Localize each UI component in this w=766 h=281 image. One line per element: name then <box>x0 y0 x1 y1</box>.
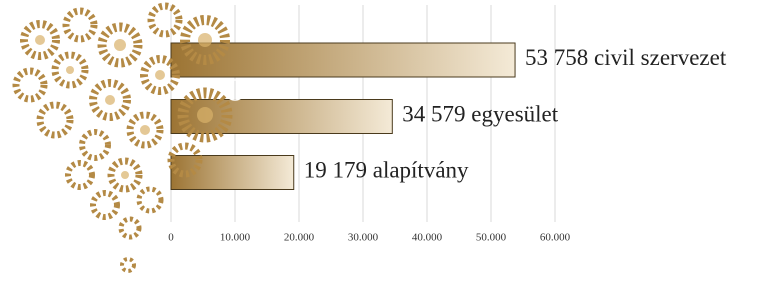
chart: 0 10.000 20.000 30.000 40.000 50.000 60.000 53 … <box>0 0 766 276</box>
x-tick-label: 50.000 <box>476 232 507 244</box>
x-tick-label: 10.000 <box>220 232 251 244</box>
x-tick-label: 40.000 <box>412 232 443 244</box>
value-label: 53 758 <box>525 45 588 70</box>
x-tick-label: 0 <box>168 232 174 244</box>
x-tick-label: 20.000 <box>284 232 315 244</box>
category-label: alapítvány <box>373 158 469 183</box>
data-label: 53 758 civil szervezet <box>525 45 727 70</box>
category-label: civil szervezet <box>594 45 727 70</box>
bar <box>171 156 294 190</box>
value-label: 34 579 <box>402 102 465 127</box>
x-tick-label: 60.000 <box>540 232 571 244</box>
data-label: 34 579 egyesület <box>402 102 558 127</box>
value-label: 19 179 <box>304 158 367 183</box>
category-label: egyesület <box>471 102 558 127</box>
data-label: 19 179 alapítvány <box>304 158 469 183</box>
page: {"chart_data": {"type": "bar", "orientat… <box>0 0 766 276</box>
x-tick-label: 30.000 <box>348 232 379 244</box>
